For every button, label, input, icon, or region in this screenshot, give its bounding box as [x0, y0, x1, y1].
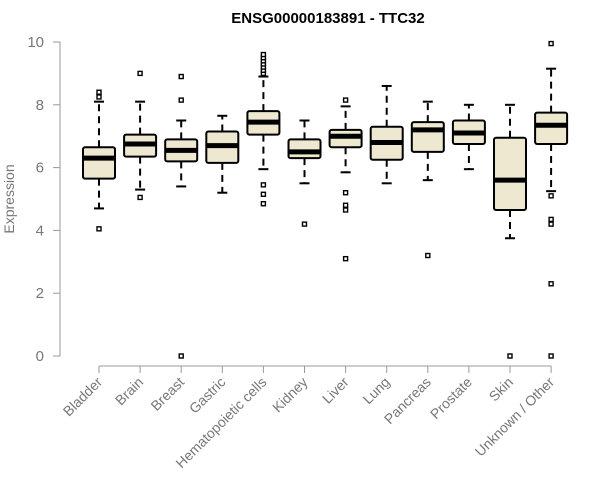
box-lung	[369, 84, 404, 185]
box-bladder	[82, 89, 116, 232]
outlier-point	[548, 281, 554, 287]
outlier-point	[548, 40, 554, 47]
x-category-label: Skin	[486, 374, 517, 405]
box-kidney	[287, 119, 322, 227]
box-prostate	[451, 103, 486, 171]
box-brain	[123, 70, 158, 201]
x-category-label: Breast	[147, 374, 187, 414]
outlier-point	[342, 202, 349, 208]
y-tick-label: 0	[36, 348, 44, 365]
y-tick-label: 10	[27, 34, 44, 51]
box-skin	[493, 103, 527, 359]
y-axis: 0 2 4 6 8 10	[27, 34, 61, 365]
outlier-point	[96, 89, 102, 95]
box-iqr	[287, 138, 322, 160]
outlier-point	[548, 353, 554, 359]
x-category-label: Prostate	[427, 374, 475, 422]
box-pancreas	[410, 100, 445, 259]
y-axis-title: Expression	[1, 164, 17, 233]
outlier-point	[548, 216, 554, 223]
outlier-point	[260, 182, 267, 188]
outlier-point	[96, 94, 102, 100]
outlier-point	[342, 255, 349, 262]
y-tick-label: 8	[36, 97, 44, 114]
outlier-point	[342, 190, 349, 196]
outlier-point	[342, 207, 349, 213]
box-liver	[328, 97, 363, 262]
outlier-point	[342, 97, 349, 103]
outlier-point	[260, 201, 267, 207]
x-category-label: Brain	[112, 374, 146, 408]
y-tick-label: 6	[36, 160, 44, 177]
outlier-point	[260, 191, 267, 197]
x-category-label: Kidney	[269, 374, 311, 416]
outlier-point	[137, 70, 143, 77]
box-breast	[164, 73, 199, 359]
outlier-point	[137, 194, 143, 201]
y-tick-label: 4	[36, 222, 44, 239]
outlier-point	[260, 51, 267, 58]
x-category-label: Lung	[359, 374, 392, 407]
box-iqr	[410, 121, 445, 153]
outlier-point	[548, 193, 554, 199]
outlier-point	[178, 353, 184, 359]
box-iqr	[82, 146, 116, 180]
box-group	[82, 40, 569, 359]
outlier-point	[301, 221, 308, 227]
y-tick-label: 2	[36, 285, 44, 302]
box-unknown-other	[534, 40, 569, 359]
outlier-point	[96, 226, 102, 232]
x-category-label: Liver	[319, 374, 352, 407]
outlier-point	[548, 221, 554, 227]
box-hematopoietic-cells	[246, 51, 281, 207]
outlier-point	[507, 353, 513, 359]
x-category-label: Bladder	[60, 374, 106, 420]
box-gastric	[205, 114, 240, 194]
outlier-point	[178, 73, 184, 80]
box-iqr	[493, 136, 527, 211]
outlier-point	[425, 252, 431, 259]
box-iqr	[534, 111, 569, 146]
chart-title: ENSG00000183891 - TTC32	[231, 10, 424, 27]
outlier-point	[178, 97, 184, 103]
